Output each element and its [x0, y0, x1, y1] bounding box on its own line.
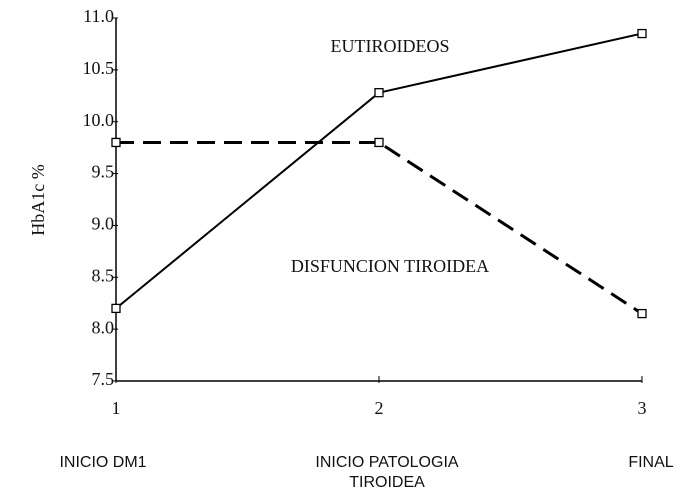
y-tick-label: 11.0 [83, 6, 114, 26]
y-tick-label: 10.0 [83, 110, 115, 130]
y-tick-label: 8.5 [92, 265, 115, 285]
stage-label: INICIO DM1 [59, 454, 147, 471]
y-tick-label: 8.0 [92, 317, 115, 337]
stage-label: FINAL [628, 454, 674, 471]
x-tick-label: 1 [112, 398, 121, 418]
point-marker [111, 303, 121, 314]
stage-label: INICIO PATOLOGIA TIROIDEA [315, 454, 459, 491]
y-tick-label: 7.5 [92, 369, 115, 389]
point-marker [374, 137, 384, 148]
point-marker [111, 137, 121, 148]
x-tick-label: 3 [638, 398, 647, 418]
y-axis-label: HbA1c % [28, 164, 48, 235]
point-marker [637, 28, 647, 39]
x-tick-label: 2 [375, 398, 384, 418]
point-marker [374, 88, 384, 98]
series-line [116, 140, 643, 315]
y-tick-label: 9.5 [92, 162, 115, 182]
y-tick-label: 10.5 [83, 58, 115, 78]
series-label: EUTIROIDEOS [331, 36, 450, 56]
point-marker [637, 308, 647, 319]
y-tick-label: 9.0 [92, 214, 115, 234]
series-label: DISFUNCION TIROIDEA [291, 256, 489, 276]
